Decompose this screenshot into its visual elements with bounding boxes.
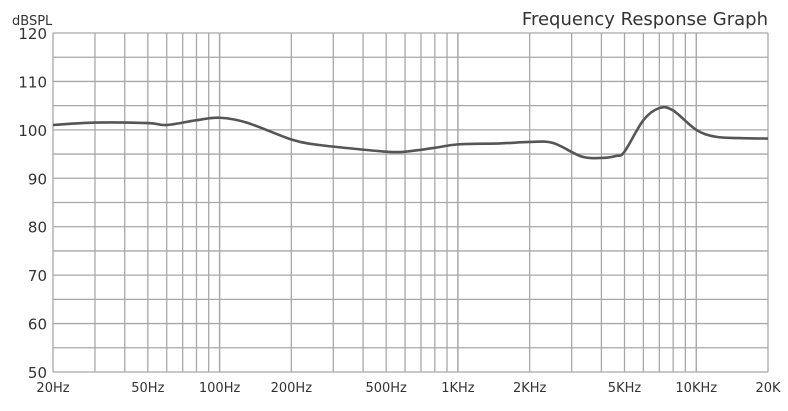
- x-tick-label: 2KHz: [513, 381, 547, 396]
- series-line: [53, 107, 768, 158]
- x-tick-label: 20K: [755, 381, 781, 396]
- x-tick-label: 20Hz: [36, 381, 69, 396]
- y-tick-label: 100: [18, 122, 47, 140]
- y-tick-label: 110: [18, 73, 47, 91]
- x-tick-label: 10KHz: [675, 381, 717, 396]
- series-layer: [53, 107, 768, 158]
- x-tick-label: 500Hz: [365, 381, 407, 396]
- x-tick-label: 200Hz: [271, 381, 313, 396]
- x-tick-label: 100Hz: [199, 381, 241, 396]
- grid: [53, 33, 768, 372]
- y-tick-label: 80: [28, 219, 47, 237]
- x-tick-label: 5KHz: [608, 381, 642, 396]
- y-tick-label: 120: [18, 25, 47, 43]
- x-tick-label: 50Hz: [131, 381, 164, 396]
- y-tick-label: 70: [28, 267, 47, 285]
- y-tick-labels: 50 60 70 80 90 100 110 120: [18, 25, 47, 382]
- y-tick-label: 60: [28, 316, 47, 334]
- x-tick-label: 1KHz: [441, 381, 475, 396]
- y-tick-label: 90: [28, 170, 47, 188]
- x-tick-labels: 20Hz 50Hz 100Hz 200Hz 500Hz 1KHz 2KHz 5KHz 10KHz…: [36, 381, 781, 396]
- y-tick-label: 50: [28, 364, 47, 382]
- chart-title: Frequency Response Graph: [522, 9, 768, 30]
